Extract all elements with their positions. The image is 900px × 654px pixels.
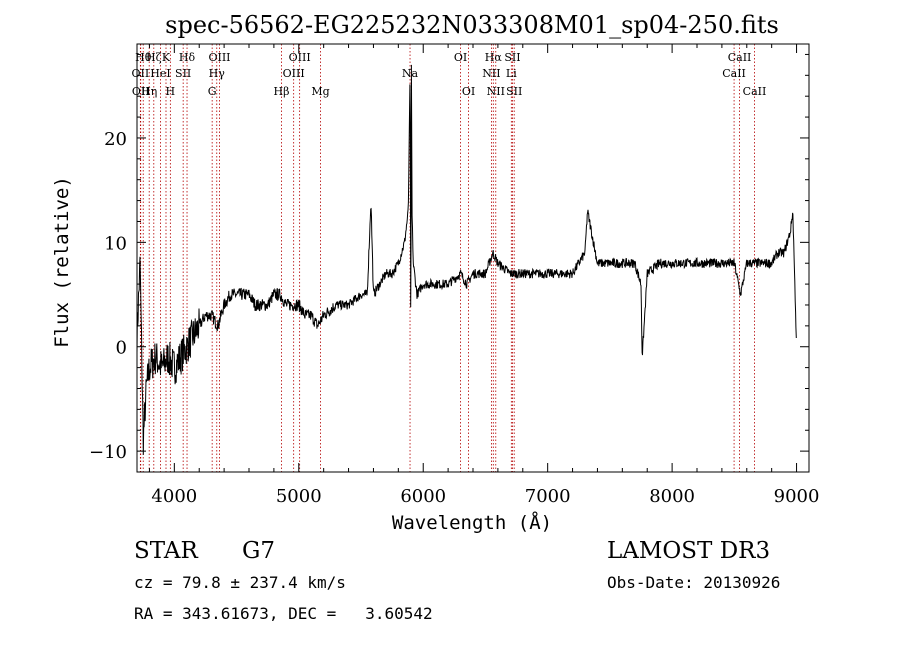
line-label-8: SII	[175, 67, 191, 80]
y-tick-label-3: 20	[104, 129, 127, 150]
x-tick-label-3: 7000	[525, 486, 571, 507]
spectrum-series	[136, 64, 797, 455]
object-subclass: G7	[242, 538, 276, 564]
line-label-17: Na	[402, 67, 419, 80]
redshift-velocity: cz = 79.8 ± 237.4 km/s	[134, 573, 346, 592]
survey-label: LAMOST DR3	[607, 538, 771, 564]
y-tick-label-1: 0	[116, 338, 127, 359]
x-tick-label-5: 9000	[774, 486, 820, 507]
line-label-21: Hα	[485, 51, 503, 64]
observation-date: Obs-Date: 20130926	[607, 573, 781, 592]
spectral-line-markers	[139, 44, 755, 472]
y-tick-label-2: 10	[104, 233, 127, 254]
line-label-2: OII	[132, 85, 150, 98]
line-label-9: Hδ	[179, 51, 196, 64]
x-axis-ticks: 4000 5000 6000 7000 8000 9000	[148, 44, 820, 507]
x-tick-label-2: 6000	[400, 486, 446, 507]
spectral-line-labels: HθOIIOIIHηHζHeIKHSIIHδGHγOIIIHβOIIIOIIIM…	[132, 51, 767, 98]
chart-title: spec-56562-EG225232N033308M01_sp04-250.f…	[165, 11, 779, 39]
line-label-27: CaII	[728, 51, 752, 64]
line-label-19: OI	[462, 85, 475, 98]
line-label-15: OIII	[289, 51, 311, 64]
line-label-13: Hβ	[274, 85, 290, 98]
y-tick-label-0: −10	[89, 442, 127, 463]
object-class: STAR	[134, 538, 198, 564]
line-label-22: NII	[487, 85, 505, 98]
x-tick-label-1: 5000	[276, 486, 322, 507]
line-label-18: OI	[454, 51, 467, 64]
line-label-28: CaII	[743, 85, 767, 98]
line-label-1: OII	[132, 67, 150, 80]
y-axis-ticks: −10 0 10 20	[89, 53, 809, 473]
line-label-20: NII	[482, 67, 500, 80]
line-label-7: H	[166, 85, 176, 98]
line-label-4: Hζ	[146, 51, 162, 64]
line-label-11: Hγ	[209, 67, 226, 80]
line-label-3: Hη	[141, 85, 157, 98]
line-label-26: CaII	[722, 67, 746, 80]
line-label-12: OIII	[208, 51, 230, 64]
line-label-14: OIII	[283, 67, 305, 80]
line-label-23: Li	[506, 67, 517, 80]
x-tick-label-0: 4000	[151, 486, 197, 507]
line-label-5: HeI	[150, 67, 170, 80]
y-axis-label: Flux (relative)	[51, 176, 73, 348]
line-label-6: K	[162, 51, 171, 64]
x-axis-label: Wavelength (Å)	[392, 511, 552, 534]
line-label-10: G	[208, 85, 217, 98]
line-label-25: SII	[506, 85, 522, 98]
flux-line	[136, 64, 797, 455]
line-label-16: Mg	[311, 85, 329, 98]
x-tick-label-4: 8000	[649, 486, 695, 507]
plot-frame	[136, 43, 810, 473]
line-label-24: SII	[504, 51, 520, 64]
sky-coordinates: RA = 343.61673, DEC = 3.60542	[134, 604, 433, 623]
